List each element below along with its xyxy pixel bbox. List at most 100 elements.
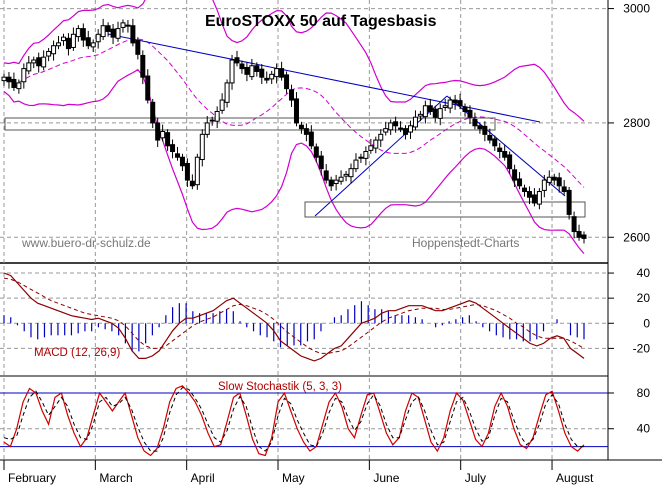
candle-body xyxy=(16,82,22,90)
candle-body xyxy=(467,109,473,118)
month-label: May xyxy=(282,471,305,485)
price-tick-label: 2800 xyxy=(623,116,650,130)
candle-body xyxy=(130,25,136,44)
candle-body xyxy=(259,68,265,78)
candle-body xyxy=(536,191,542,205)
stoch-tick-label: 40 xyxy=(637,422,651,436)
middle-band xyxy=(3,38,585,188)
candle-body xyxy=(313,146,319,158)
candle-body xyxy=(522,187,528,193)
watermark-left: www.buero-dr-schulz.de xyxy=(21,236,151,250)
candle-body xyxy=(318,155,324,170)
stoch-d-line xyxy=(3,387,584,452)
candle-body xyxy=(264,77,270,81)
candle-body xyxy=(333,179,339,185)
candle-body xyxy=(403,128,409,135)
candle-body xyxy=(26,62,32,72)
candle-body xyxy=(11,78,17,88)
candle-body xyxy=(179,156,185,167)
candle-body xyxy=(175,153,181,158)
candle-body xyxy=(452,99,458,104)
candle-body xyxy=(497,147,503,153)
candle-body xyxy=(254,65,260,72)
candle-body xyxy=(457,100,463,107)
candle-body xyxy=(507,154,513,170)
candle-body xyxy=(31,59,37,64)
candle-body xyxy=(36,57,42,67)
candle-body xyxy=(432,108,438,118)
candle-body xyxy=(6,76,12,83)
candle-body xyxy=(160,131,166,139)
candle-body xyxy=(541,179,547,191)
candle-body xyxy=(56,42,62,47)
candle-body xyxy=(437,108,443,119)
month-label: August xyxy=(556,471,594,485)
month-label: June xyxy=(373,471,399,485)
candle-body xyxy=(189,180,195,187)
candle-body xyxy=(140,54,146,78)
trend-lines xyxy=(4,33,586,218)
candle-body xyxy=(214,110,220,122)
candle-body xyxy=(234,57,240,64)
resistance-trendline xyxy=(107,33,541,123)
candle-body xyxy=(393,121,399,127)
candle-body xyxy=(561,186,567,193)
candle-body xyxy=(551,176,557,181)
candle-body xyxy=(199,133,205,161)
candle-body xyxy=(274,68,280,78)
candle-body xyxy=(373,139,379,149)
candle-body xyxy=(135,40,141,55)
lower-band xyxy=(3,68,585,254)
macd-signal-line xyxy=(3,277,585,354)
candle-body xyxy=(51,45,57,55)
candle-body xyxy=(239,63,245,70)
month-label: April xyxy=(191,471,215,485)
candle-body xyxy=(204,122,210,135)
candle-body xyxy=(378,133,384,141)
candle-body xyxy=(41,56,47,68)
month-axis: February March April May June July August xyxy=(3,460,594,485)
candle-body xyxy=(249,65,255,78)
candle-body xyxy=(388,122,394,131)
candle-body xyxy=(492,138,498,147)
candle-body xyxy=(348,168,354,178)
candle-body xyxy=(184,163,190,181)
candle-body xyxy=(368,145,374,151)
candle-body xyxy=(85,37,91,47)
macd-line xyxy=(3,272,585,362)
candle-body xyxy=(150,101,156,124)
candle-body xyxy=(65,37,71,50)
candle-body xyxy=(284,74,290,90)
candle-body xyxy=(442,105,448,108)
stoch-tick-label: 80 xyxy=(637,386,651,400)
candle-body xyxy=(556,177,562,187)
candle-body xyxy=(512,169,518,181)
downtrend-line xyxy=(446,95,566,197)
candle-body xyxy=(165,132,171,147)
candle-body xyxy=(75,28,81,38)
price-tick-label: 3000 xyxy=(623,2,650,16)
month-label: March xyxy=(99,471,132,485)
support-zone-box-lower xyxy=(304,201,586,218)
candle-body xyxy=(427,105,433,112)
candle-body xyxy=(576,231,582,238)
stoch-label: Slow Stochastik (5, 3, 3) xyxy=(218,381,342,393)
candle-body xyxy=(219,99,225,111)
price-tick-label: 2600 xyxy=(623,230,650,244)
candle-body xyxy=(422,105,428,118)
candle-body xyxy=(358,156,364,159)
candle-body xyxy=(363,151,369,159)
candle-body xyxy=(269,73,275,80)
candle-body xyxy=(353,159,359,170)
stoch-k-line xyxy=(3,385,585,457)
candle-body xyxy=(80,28,86,41)
candle-body xyxy=(46,50,52,57)
candle-body xyxy=(229,59,235,84)
candle-body xyxy=(407,125,413,133)
chart-title: EuroSTOXX 50 auf Tagesbasis xyxy=(205,13,437,30)
candle-body xyxy=(60,36,66,42)
candle-body xyxy=(224,82,230,103)
macd-panel xyxy=(3,272,585,362)
